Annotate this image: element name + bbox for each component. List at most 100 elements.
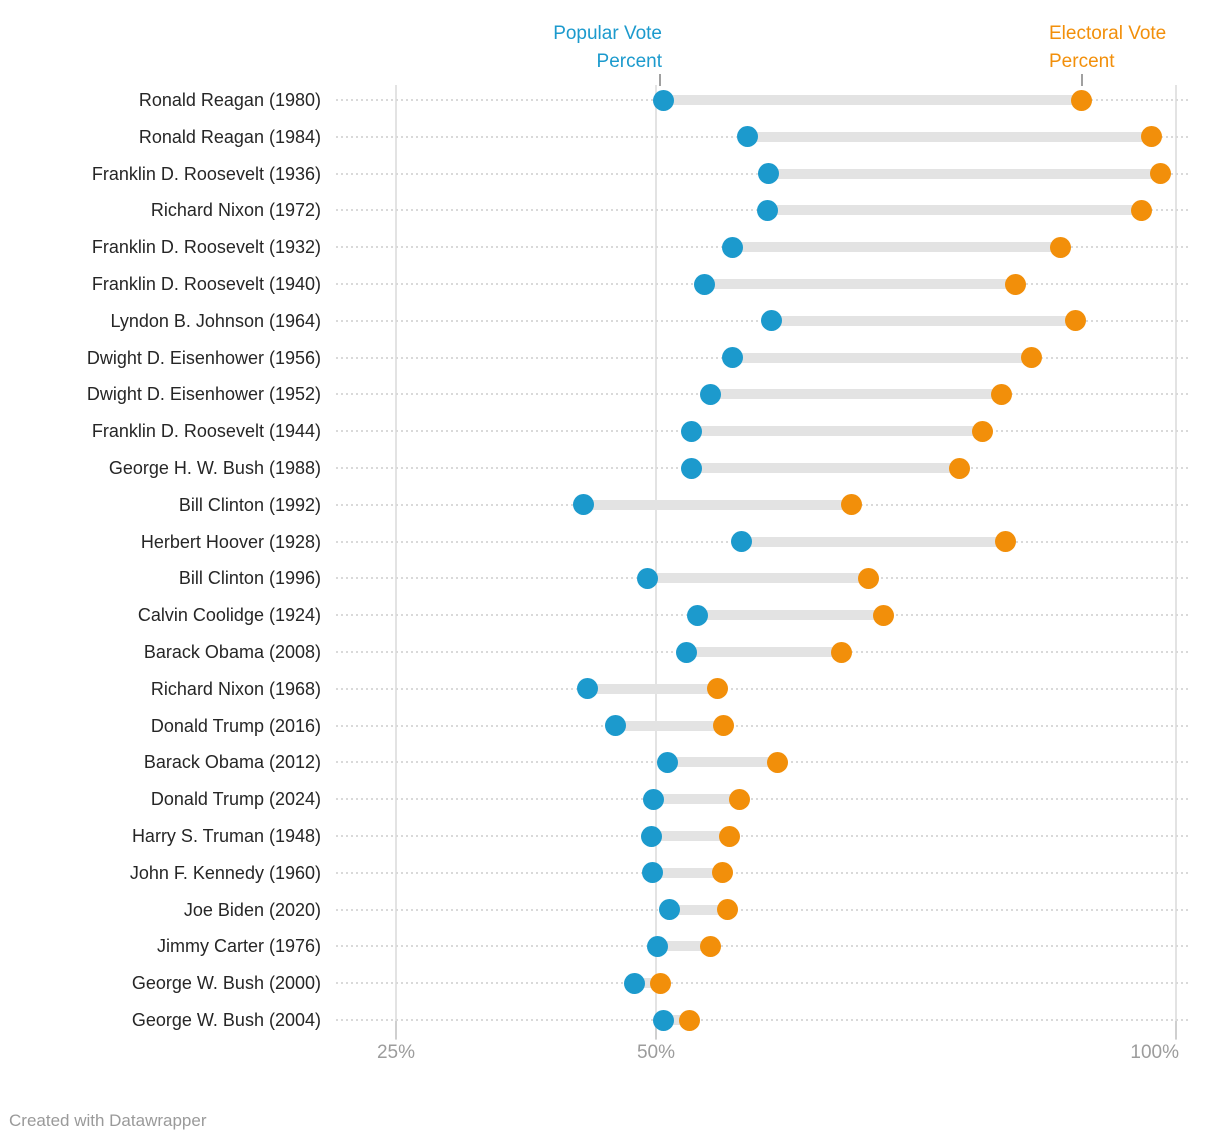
- electoral-dot[interactable]: [1149, 163, 1171, 185]
- popular-dot[interactable]: [656, 751, 678, 773]
- popular-dot[interactable]: [604, 715, 626, 737]
- popular-dot[interactable]: [694, 273, 716, 295]
- popular-dot[interactable]: [687, 604, 709, 626]
- dumbbell-bar: [691, 426, 983, 437]
- electoral-dot[interactable]: [841, 494, 863, 516]
- dumbbell-bar: [663, 95, 1082, 105]
- gridline-25: [395, 85, 397, 1040]
- dumbbell-bar: [653, 794, 740, 805]
- row-label: Franklin D. Roosevelt (1932): [91, 237, 321, 258]
- gridline-100: [1175, 85, 1177, 1040]
- popular-dot[interactable]: [641, 825, 663, 847]
- dumbbell-bar: [587, 683, 718, 694]
- popular-dot[interactable]: [652, 89, 674, 111]
- row-label: Franklin D. Roosevelt (1944): [91, 421, 321, 442]
- popular-dot[interactable]: [760, 310, 782, 332]
- electoral-dot[interactable]: [678, 1009, 700, 1031]
- electoral-dot[interactable]: [728, 788, 750, 810]
- dumbbell-bar: [615, 720, 724, 731]
- axis-tickmark-50: [655, 1021, 657, 1039]
- popular-dot[interactable]: [680, 420, 702, 442]
- row-label: Joe Biden (2020): [183, 899, 321, 920]
- popular-dot[interactable]: [722, 236, 744, 258]
- popular-dot[interactable]: [730, 531, 752, 553]
- popular-dot[interactable]: [623, 972, 645, 994]
- popular-dot[interactable]: [699, 383, 721, 405]
- electoral-dot[interactable]: [649, 972, 671, 994]
- dumbbell-bar: [732, 242, 1061, 253]
- electoral-dot[interactable]: [712, 862, 734, 884]
- row-label: Barack Obama (2008): [143, 642, 321, 662]
- row-gridline: [336, 798, 1190, 801]
- row-label: Donald Trump (2016): [150, 715, 321, 736]
- dumbbell-bar: [732, 352, 1032, 363]
- datawrapper-credit-link[interactable]: Created with Datawrapper: [9, 1111, 207, 1130]
- popular-dot[interactable]: [675, 641, 697, 663]
- popular-dot[interactable]: [643, 788, 665, 810]
- dumbbell-bar: [710, 389, 1002, 400]
- electoral-dot[interactable]: [830, 641, 852, 663]
- popular-dot[interactable]: [722, 347, 744, 369]
- popular-dot[interactable]: [659, 899, 681, 921]
- axis-tick-label-50: 50%: [636, 1042, 676, 1063]
- legend-popular-vote: Popular Vote Percent: [422, 20, 662, 76]
- electoral-dot[interactable]: [767, 751, 789, 773]
- row-label: Dwight D. Eisenhower (1952): [86, 384, 321, 405]
- popular-dot[interactable]: [737, 126, 759, 148]
- legend-popular-line2: Percent: [596, 51, 662, 72]
- electoral-dot[interactable]: [719, 825, 741, 847]
- electoral-dot[interactable]: [1050, 236, 1072, 258]
- row-gridline: [336, 982, 1190, 985]
- electoral-dot[interactable]: [713, 715, 735, 737]
- electoral-dot[interactable]: [1070, 89, 1092, 111]
- popular-dot[interactable]: [642, 862, 664, 884]
- electoral-dot[interactable]: [706, 678, 728, 700]
- electoral-dot[interactable]: [1131, 199, 1153, 221]
- axis-tickmark-25: [395, 1021, 397, 1039]
- electoral-dot[interactable]: [1005, 273, 1027, 295]
- dumbbell-bar: [768, 168, 1161, 179]
- electoral-dot[interactable]: [1020, 347, 1042, 369]
- electoral-dot[interactable]: [994, 531, 1016, 553]
- dumbbell-bar: [651, 831, 730, 841]
- popular-dot[interactable]: [572, 494, 594, 516]
- row-gridline: [336, 687, 1190, 690]
- dumbbell-bar: [657, 941, 711, 952]
- dumbbell-bar: [741, 536, 1006, 547]
- dumbbell-bar: [697, 610, 884, 621]
- popular-dot[interactable]: [680, 457, 702, 479]
- dumbbell-bar: [583, 499, 852, 510]
- popular-dot[interactable]: [652, 1009, 674, 1031]
- legend-popular-line1: Popular Vote: [553, 23, 662, 44]
- electoral-dot[interactable]: [1140, 126, 1162, 148]
- row-label: Calvin Coolidge (1924): [137, 605, 321, 626]
- row-label: Barack Obama (2012): [143, 752, 321, 773]
- row-label: John F. Kennedy (1960): [129, 862, 321, 883]
- axis-tickmark-100: [1175, 1021, 1177, 1039]
- dumbbell-bar: [647, 573, 869, 584]
- electoral-dot[interactable]: [990, 383, 1012, 405]
- popular-dot[interactable]: [637, 567, 659, 589]
- electoral-dot[interactable]: [949, 457, 971, 479]
- dumbbell-bar: [771, 315, 1076, 326]
- dumbbell-bar: [704, 279, 1016, 289]
- electoral-dot[interactable]: [972, 420, 994, 442]
- legend-electoral-line2: Percent: [1049, 51, 1115, 72]
- row-gridline: [336, 945, 1190, 948]
- popular-dot[interactable]: [757, 163, 779, 185]
- row-label: Ronald Reagan (1980): [138, 90, 321, 110]
- popular-dot[interactable]: [756, 199, 778, 221]
- electoral-dot[interactable]: [873, 604, 895, 626]
- popular-dot[interactable]: [576, 678, 598, 700]
- popular-dot[interactable]: [646, 935, 668, 957]
- dumbbell-bar: [767, 205, 1142, 216]
- electoral-dot[interactable]: [717, 899, 739, 921]
- row-label: George H. W. Bush (1988): [108, 458, 321, 478]
- electoral-dot[interactable]: [1064, 310, 1086, 332]
- row-gridline: [336, 835, 1190, 837]
- electoral-dot[interactable]: [699, 935, 721, 957]
- dumbbell-bar: [691, 463, 960, 473]
- row-label: Franklin D. Roosevelt (1940): [91, 274, 321, 294]
- electoral-dot[interactable]: [857, 567, 879, 589]
